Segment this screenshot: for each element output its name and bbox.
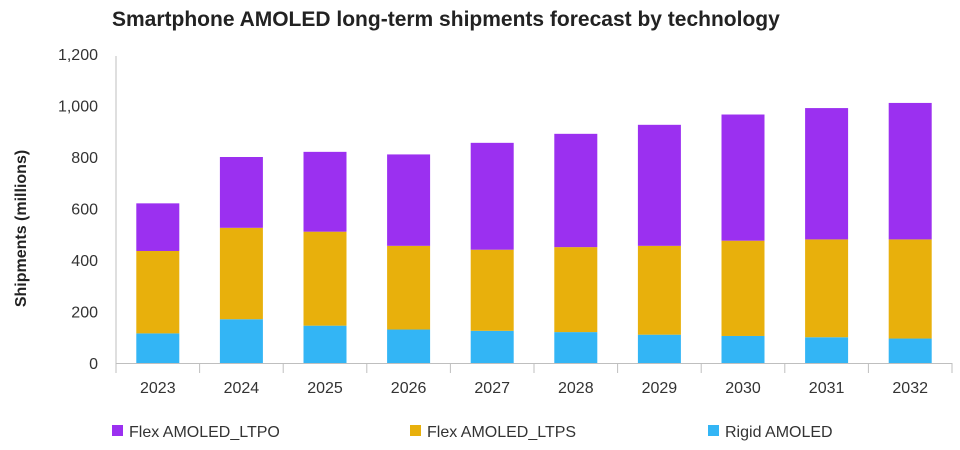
bar-flex-amoled-ltpo-2030 — [721, 114, 765, 241]
legend-swatch — [112, 425, 123, 436]
bar-rigid-amoled-2032 — [888, 338, 932, 363]
x-tick-label: 2023 — [140, 380, 176, 397]
bar-flex-amoled-ltps-2027 — [470, 249, 514, 331]
x-tick-label: 2026 — [391, 380, 427, 397]
bar-flex-amoled-ltpo-2023 — [136, 203, 180, 251]
legend-label: Rigid AMOLED — [725, 424, 833, 441]
bar-rigid-amoled-2026 — [387, 329, 431, 363]
x-tick-label: 2031 — [809, 380, 845, 397]
y-tick-label: 400 — [71, 253, 98, 270]
x-tick-label: 2029 — [642, 380, 678, 397]
bar-flex-amoled-ltps-2032 — [888, 239, 932, 339]
bar-flex-amoled-ltpo-2027 — [470, 142, 514, 250]
legend-swatch — [410, 425, 421, 436]
y-tick-label: 200 — [71, 305, 98, 322]
bar-flex-amoled-ltps-2024 — [219, 227, 263, 320]
chart-title: Smartphone AMOLED long-term shipments fo… — [112, 8, 780, 31]
bar-flex-amoled-ltps-2030 — [721, 240, 765, 336]
x-tick-label: 2032 — [892, 380, 928, 397]
x-tick-label: 2028 — [558, 380, 594, 397]
bar-flex-amoled-ltpo-2025 — [303, 151, 347, 232]
bar-flex-amoled-ltpo-2026 — [387, 154, 431, 246]
bar-rigid-amoled-2031 — [805, 337, 849, 363]
bar-flex-amoled-ltpo-2032 — [888, 102, 932, 240]
bar-flex-amoled-ltps-2026 — [387, 245, 431, 330]
y-tick-label: 600 — [71, 202, 98, 219]
y-tick-label: 800 — [71, 150, 98, 167]
bar-flex-amoled-ltps-2023 — [136, 250, 180, 334]
bar-flex-amoled-ltps-2029 — [637, 245, 681, 335]
y-tick-label: 1,000 — [58, 99, 98, 116]
y-tick-label: 1,200 — [58, 47, 98, 64]
bar-rigid-amoled-2023 — [136, 333, 180, 363]
bar-rigid-amoled-2025 — [303, 325, 347, 363]
y-axis-title: Shipments (millions) — [13, 150, 30, 307]
bar-flex-amoled-ltpo-2029 — [637, 124, 681, 246]
legend-label: Flex AMOLED_LTPO — [129, 424, 280, 441]
bar-rigid-amoled-2027 — [470, 330, 514, 363]
x-tick-label: 2027 — [474, 380, 510, 397]
legend-swatch — [708, 425, 719, 436]
bar-rigid-amoled-2028 — [554, 332, 598, 363]
x-tick-label: 2024 — [224, 380, 260, 397]
y-tick-label: 0 — [89, 356, 98, 373]
bar-flex-amoled-ltps-2028 — [554, 247, 598, 333]
x-tick-label: 2025 — [307, 380, 343, 397]
bar-flex-amoled-ltpo-2024 — [219, 157, 263, 228]
bar-rigid-amoled-2030 — [721, 335, 765, 363]
bar-flex-amoled-ltps-2031 — [805, 239, 849, 338]
bar-flex-amoled-ltps-2025 — [303, 231, 347, 326]
bar-flex-amoled-ltpo-2031 — [805, 108, 849, 240]
legend-label: Flex AMOLED_LTPS — [427, 424, 576, 441]
x-tick-label: 2030 — [725, 380, 761, 397]
bar-rigid-amoled-2024 — [219, 319, 263, 363]
bar-rigid-amoled-2029 — [637, 334, 681, 363]
bar-flex-amoled-ltpo-2028 — [554, 133, 598, 248]
